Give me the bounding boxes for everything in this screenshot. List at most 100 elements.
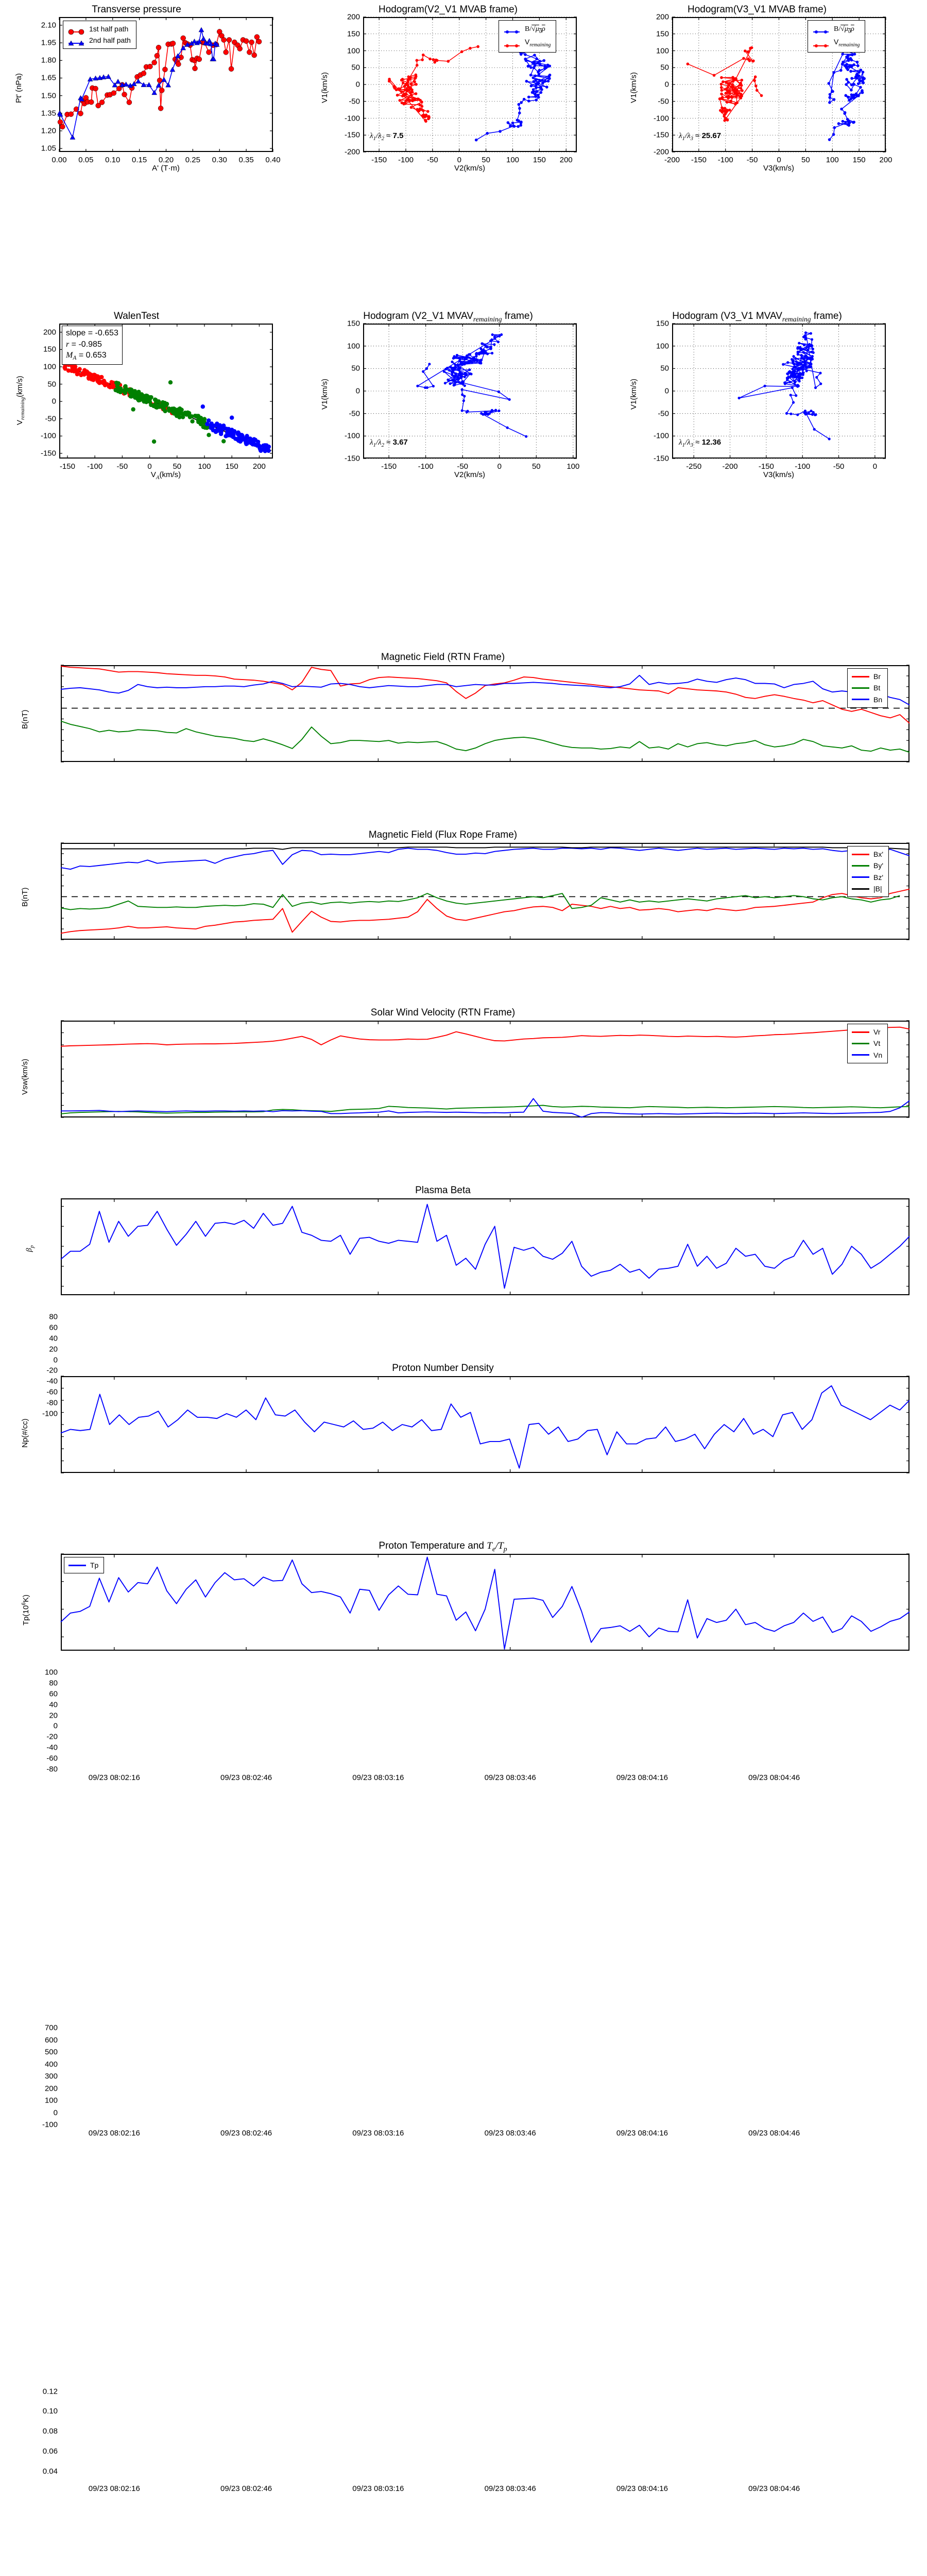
y-tick-label: 0.06 xyxy=(42,2447,58,2456)
data-point xyxy=(229,428,233,433)
x-tick-label: -50 xyxy=(457,462,469,471)
data-point xyxy=(248,438,252,443)
hodogram-trace xyxy=(739,332,830,439)
x-tick-label: 0.40 xyxy=(265,156,281,164)
eigenvalue-ratio-annotation: λ1/λ2 ≈ 7.5 xyxy=(370,131,404,142)
y-tick-label: 100 xyxy=(347,46,360,55)
plot-frame xyxy=(61,843,909,940)
x-tick-label: 0.15 xyxy=(132,156,147,164)
y-tick-label: 50 xyxy=(47,380,56,389)
x-tick-label: -100 xyxy=(418,462,434,471)
legend-swatch-alfven xyxy=(811,23,832,36)
data-point xyxy=(196,419,201,425)
y-tick-label: -80 xyxy=(46,1765,58,1774)
y-tick-label: -20 xyxy=(46,1366,58,1375)
x-tick-label: 09/23 08:03:16 xyxy=(352,2484,404,2493)
legend-swatch-bmag xyxy=(850,883,872,894)
y-tick-label: 100 xyxy=(44,1668,58,1677)
x-tick-label: 100 xyxy=(826,156,839,164)
panel-title: Magnetic Field (RTN Frame) xyxy=(381,652,505,663)
series-line xyxy=(60,1105,910,1114)
data-point xyxy=(129,387,134,393)
x-tick-label: -250 xyxy=(686,462,702,471)
x-tick-label: 150 xyxy=(852,156,866,164)
data-point xyxy=(261,447,266,451)
eigenvalue-ratio-annotation: λ1/λ3 ≈ 25.67 xyxy=(679,131,722,142)
data-point xyxy=(207,433,211,437)
series-line xyxy=(60,720,910,753)
y-tick-label: 0 xyxy=(355,80,360,89)
y-tick-label: 150 xyxy=(347,319,360,328)
eigenvalue-ratio-value: 25.67 xyxy=(701,131,722,140)
series-line xyxy=(61,846,910,850)
y-tick-label: 60 xyxy=(49,1323,58,1332)
data-point xyxy=(84,369,89,374)
y-tick-label: -60 xyxy=(46,1754,58,1763)
panel-title: Solar Wind Velocity (RTN Frame) xyxy=(370,1007,516,1018)
panel-proton-number-density: Proton Number Density 09/23 08:02:1609/2… xyxy=(0,1363,927,1507)
data-point xyxy=(219,428,224,433)
data-point xyxy=(205,421,210,427)
y-tick-label: -100 xyxy=(653,114,669,123)
y-tick-label: 0 xyxy=(52,397,56,406)
data-point xyxy=(201,425,206,430)
y-tick-label: 50 xyxy=(351,364,360,373)
y-tick-label: -50 xyxy=(658,97,669,106)
plot-frame xyxy=(61,1554,909,1651)
x-tick-label: 200 xyxy=(559,156,573,164)
y-tick-label: 150 xyxy=(43,345,56,354)
x-tick-label: -150 xyxy=(59,462,75,471)
x-tick-label: 50 xyxy=(801,156,810,164)
legend-proton-temperature: Tp xyxy=(64,1557,105,1574)
series-line xyxy=(60,1026,910,1047)
panel-hodogram-v3v1-mvab: Hodogram(V3_V1 MVAB frame) B/√μ0ρ Vremai… xyxy=(613,0,927,299)
y-tick-label: 60 xyxy=(49,1689,58,1699)
y-tick-label: 0 xyxy=(355,386,360,396)
x-tick-label: -50 xyxy=(833,462,845,471)
data-point xyxy=(123,384,128,388)
data-point xyxy=(62,365,67,370)
y-tick-label: 100 xyxy=(347,342,360,351)
data-point xyxy=(213,430,218,434)
x-tick-label: 0.00 xyxy=(52,156,67,164)
x-tick-label: 0.30 xyxy=(212,156,227,164)
data-point xyxy=(244,440,248,445)
y-axis-label: B(nT) xyxy=(21,709,29,730)
x-tick-label: 09/23 08:02:16 xyxy=(88,2484,140,2493)
data-point xyxy=(239,433,244,437)
series-line xyxy=(60,1204,910,1289)
x-tick-label: 09/23 08:04:16 xyxy=(616,2129,668,2138)
panel-proton-temperature: Proton Temperature and Te/Tp Tp 09/23 08… xyxy=(0,1540,927,1690)
eigenvalue-ratio-value: 12.36 xyxy=(701,438,722,447)
y-tick-label: 20 xyxy=(49,1711,58,1720)
y-tick-label: -40 xyxy=(46,1743,58,1752)
legend-swatch-vt xyxy=(850,1038,872,1049)
data-point xyxy=(226,433,231,437)
x-tick-label: 0 xyxy=(457,156,461,164)
panel-title: Proton Number Density xyxy=(392,1363,494,1374)
data-point xyxy=(138,394,142,398)
series-line xyxy=(60,666,910,724)
y-tick-label: -150 xyxy=(653,130,669,140)
panel-title: Hodogram(V3_V1 MVAB frame) xyxy=(688,4,827,15)
y-tick-label: -200 xyxy=(653,147,669,157)
x-tick-label: 09/23 08:03:46 xyxy=(484,2484,536,2493)
data-point xyxy=(100,380,106,385)
panel-title: WalenTest xyxy=(114,311,159,321)
legend-label-2nd-half: 2nd half path xyxy=(89,36,131,45)
data-point xyxy=(66,368,71,373)
legend-swatch-1st-half xyxy=(66,23,88,35)
eigenvalue-ratio-value: 3.67 xyxy=(392,438,408,447)
legend-label-br: Br xyxy=(873,672,881,681)
legend-label-by: By' xyxy=(873,861,884,870)
walen-slope: slope = -0.653 xyxy=(66,329,118,337)
x-axis-label: VA(km/s) xyxy=(150,470,181,481)
y-tick-label: 0.08 xyxy=(42,2427,58,2436)
data-point xyxy=(261,443,266,448)
plot-frame xyxy=(61,1021,909,1117)
legend-swatch-bz xyxy=(850,872,872,883)
eigenvalue-ratio-annotation: λ1/λ3 ≈ 12.36 xyxy=(679,438,722,448)
y-tick-label: -150 xyxy=(40,449,56,458)
data-point xyxy=(105,382,110,387)
data-point xyxy=(131,393,136,398)
